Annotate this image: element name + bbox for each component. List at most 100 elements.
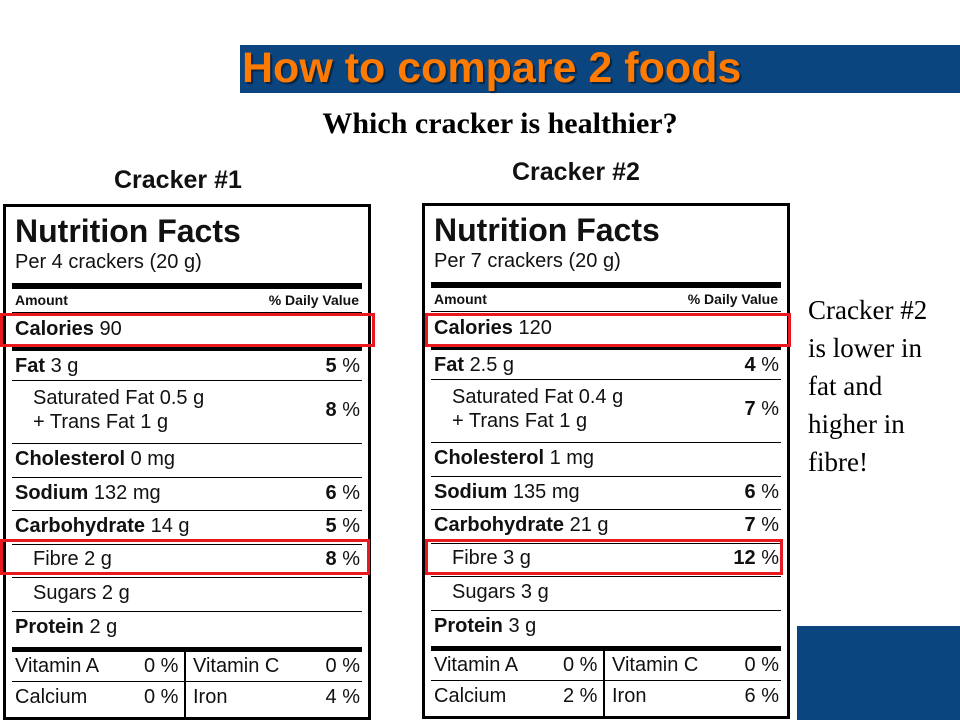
cholesterol-label: Cholesterol: [15, 448, 126, 470]
iron-label: Iron: [193, 686, 228, 708]
vitamin-a-label: Vitamin A: [434, 654, 519, 676]
column-divider: [184, 652, 186, 717]
calories-label: Calories: [15, 318, 94, 340]
sodium-value: 135 mg: [512, 481, 580, 503]
vitamin-c-value: 0 %: [325, 655, 360, 677]
trans-fat: + Trans Fat 1 g: [33, 411, 169, 433]
vitamins-row: Vitamin A 0 % Vitamin C 0 %: [431, 646, 781, 680]
fibre-value: Fibre 3 g: [452, 547, 531, 569]
sodium-dv: 6: [744, 481, 756, 503]
fibre-dv: 12: [733, 547, 756, 569]
carbohydrate-row: Carbohydrate 14 g 5 %: [12, 510, 362, 544]
calcium-label: Calcium: [434, 685, 507, 707]
slide-subtitle: Which cracker is healthier?: [322, 107, 678, 140]
fibre-highlight-cracker-1: [0, 539, 370, 575]
fat-row: Fat 3 g 5 %: [12, 346, 362, 380]
calories-label: Calories: [434, 317, 513, 339]
fibre-row: Fibre 3 g 12 %: [431, 543, 781, 576]
fat-label: Fat: [434, 354, 464, 376]
trans-fat: + Trans Fat 1 g: [452, 410, 588, 432]
fibre-value: Fibre 2 g: [33, 548, 112, 570]
minerals-row: Calcium 2 % Iron 6 %: [431, 680, 781, 716]
title-bar: [240, 45, 960, 93]
protein-label: Protein: [15, 616, 84, 638]
vitamin-a-value: 0 %: [144, 655, 179, 677]
calcium-label: Calcium: [15, 686, 88, 708]
vitamin-c-label: Vitamin C: [193, 655, 280, 677]
carbohydrate-dv: 7: [744, 514, 756, 536]
vitamins-row: Vitamin A 0 % Vitamin C 0 %: [12, 647, 362, 681]
cracker-2-heading: Cracker #2: [512, 158, 640, 186]
protein-row: Protein 3 g: [431, 610, 781, 646]
column-divider: [603, 651, 605, 716]
fibre-highlight-cracker-2: [425, 539, 783, 575]
protein-label: Protein: [434, 615, 503, 637]
carbohydrate-row: Carbohydrate 21 g 7 %: [431, 509, 781, 543]
iron-label: Iron: [612, 685, 647, 707]
sugars-row: Sugars 2 g: [12, 577, 362, 611]
sat-trans-fat-row: Saturated Fat 0.5 g + Trans Fat 1 g 8 %: [12, 380, 362, 443]
vitamin-c-value: 0 %: [744, 654, 779, 676]
sodium-row: Sodium 135 mg 6 %: [431, 476, 781, 509]
saturated-fat: Saturated Fat 0.5 g: [33, 387, 205, 409]
calcium-value: 2 %: [563, 685, 598, 707]
protein-row: Protein 2 g: [12, 611, 362, 647]
iron-value: 6 %: [744, 685, 779, 707]
calcium-value: 0 %: [144, 686, 179, 708]
sat-trans-fat-row: Saturated Fat 0.4 g + Trans Fat 1 g 7 %: [431, 379, 781, 442]
nutrition-facts-title: Nutrition Facts: [434, 212, 660, 248]
thick-rule: [431, 282, 781, 288]
carbohydrate-label: Carbohydrate: [434, 514, 565, 536]
fat-row: Fat 2.5 g 4 %: [431, 345, 781, 379]
sat-trans-dv: 8: [325, 399, 337, 421]
calories-value: 90: [99, 318, 122, 340]
sodium-label: Sodium: [15, 482, 89, 504]
nutrition-facts-title: Nutrition Facts: [15, 213, 241, 249]
fat-value: 3 g: [50, 355, 79, 377]
sodium-row: Sodium 132 mg 6 %: [12, 477, 362, 510]
nutrition-label-cracker-2: Nutrition Facts Per 7 crackers (20 g) Am…: [422, 203, 790, 719]
carbohydrate-value: 21 g: [569, 514, 609, 536]
protein-value: 2 g: [89, 616, 118, 638]
sugars-value: Sugars 2 g: [33, 582, 130, 604]
carbohydrate-value: 14 g: [150, 515, 190, 537]
comparison-note: Cracker #2 is lower in fat and higher in…: [808, 295, 928, 477]
cholesterol-value: 1 mg: [549, 447, 595, 469]
serving-size: Per 7 crackers (20 g): [434, 250, 621, 272]
fat-value: 2.5 g: [469, 354, 515, 376]
fibre-dv: 8: [325, 548, 337, 570]
sodium-value: 132 mg: [93, 482, 161, 504]
protein-value: 3 g: [508, 615, 537, 637]
carbohydrate-dv: 5: [325, 515, 337, 537]
calories-row: Calories 90: [12, 312, 362, 346]
corner-accent-block: [797, 626, 960, 720]
amount-header: Amount: [15, 292, 68, 308]
amount-header: Amount: [434, 291, 487, 307]
nutrition-label-cracker-1: Nutrition Facts Per 4 crackers (20 g) Am…: [3, 204, 371, 720]
sugars-value: Sugars 3 g: [452, 581, 549, 603]
vitamin-a-value: 0 %: [563, 654, 598, 676]
minerals-row: Calcium 0 % Iron 4 %: [12, 681, 362, 717]
fat-label: Fat: [15, 355, 45, 377]
calories-highlight-cracker-2: [425, 313, 791, 347]
sodium-label: Sodium: [434, 481, 508, 503]
daily-value-header: % Daily Value: [687, 291, 778, 307]
calories-row: Calories 120: [431, 311, 781, 345]
iron-value: 4 %: [325, 686, 360, 708]
vitamin-c-label: Vitamin C: [612, 654, 699, 676]
fibre-row: Fibre 2 g 8 %: [12, 544, 362, 577]
cracker-1-heading: Cracker #1: [114, 166, 242, 194]
fat-dv: 5: [325, 355, 337, 377]
sat-trans-dv: 7: [744, 398, 756, 420]
cholesterol-row: Cholesterol 1 mg: [431, 442, 781, 476]
thick-rule: [12, 283, 362, 289]
fat-dv: 4: [744, 354, 756, 376]
cholesterol-value: 0 mg: [130, 448, 176, 470]
vitamin-a-label: Vitamin A: [15, 655, 100, 677]
cholesterol-label: Cholesterol: [434, 447, 545, 469]
sodium-dv: 6: [325, 482, 337, 504]
calories-highlight-cracker-1: [0, 313, 375, 347]
serving-size: Per 4 crackers (20 g): [15, 251, 202, 273]
sugars-row: Sugars 3 g: [431, 576, 781, 610]
calories-value: 120: [518, 317, 552, 339]
